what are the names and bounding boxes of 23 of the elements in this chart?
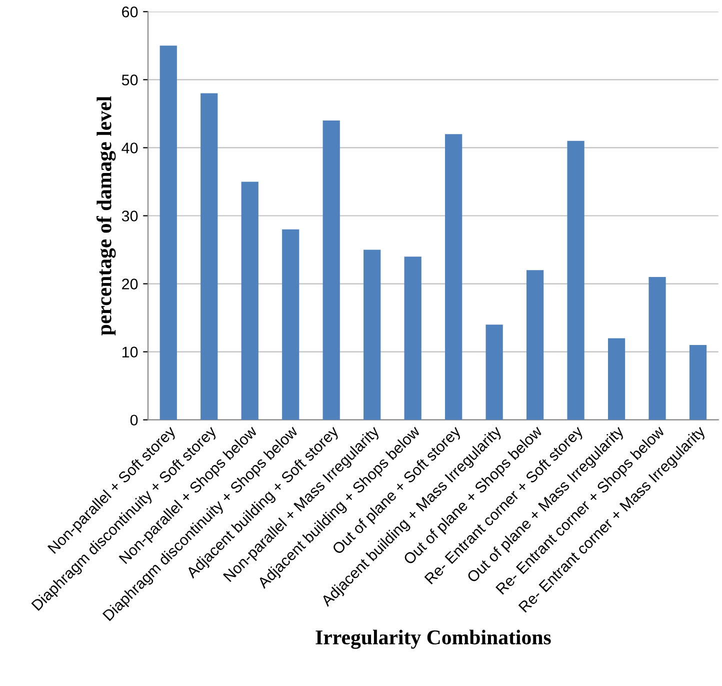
bar <box>486 324 503 420</box>
y-tick-label: 50 <box>122 74 138 86</box>
bar <box>160 46 177 420</box>
y-axis-title: percentage of damage level <box>96 96 116 336</box>
bar <box>445 134 462 420</box>
y-tick-label: 40 <box>122 142 138 154</box>
bar <box>241 182 258 420</box>
bar <box>282 229 300 420</box>
bar <box>364 250 381 420</box>
y-tick-label: 60 <box>122 6 138 18</box>
y-tick-label: 10 <box>122 346 138 358</box>
x-axis-title: Irregularity Combinations <box>316 630 551 649</box>
bar <box>526 270 544 420</box>
bar <box>648 276 666 420</box>
y-tick-label: 20 <box>122 278 138 290</box>
bar <box>322 120 340 420</box>
y-tick-label: 30 <box>122 210 138 222</box>
bar <box>608 338 626 420</box>
bar <box>567 140 584 420</box>
bar <box>404 256 422 420</box>
bar <box>200 93 218 420</box>
y-tick-label: 0 <box>130 414 138 426</box>
bar <box>689 345 707 420</box>
